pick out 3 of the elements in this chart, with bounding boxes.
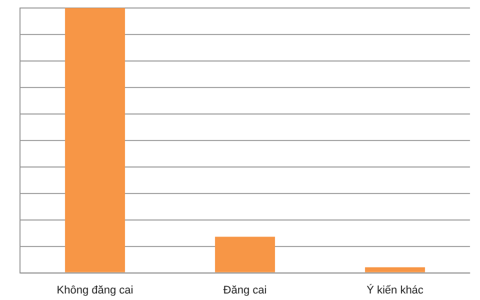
x-tick-label: Đăng cai <box>223 284 267 296</box>
x-tick-label: Ý kiến khác <box>366 283 424 296</box>
x-tick-label: Không đăng cai <box>56 284 134 296</box>
